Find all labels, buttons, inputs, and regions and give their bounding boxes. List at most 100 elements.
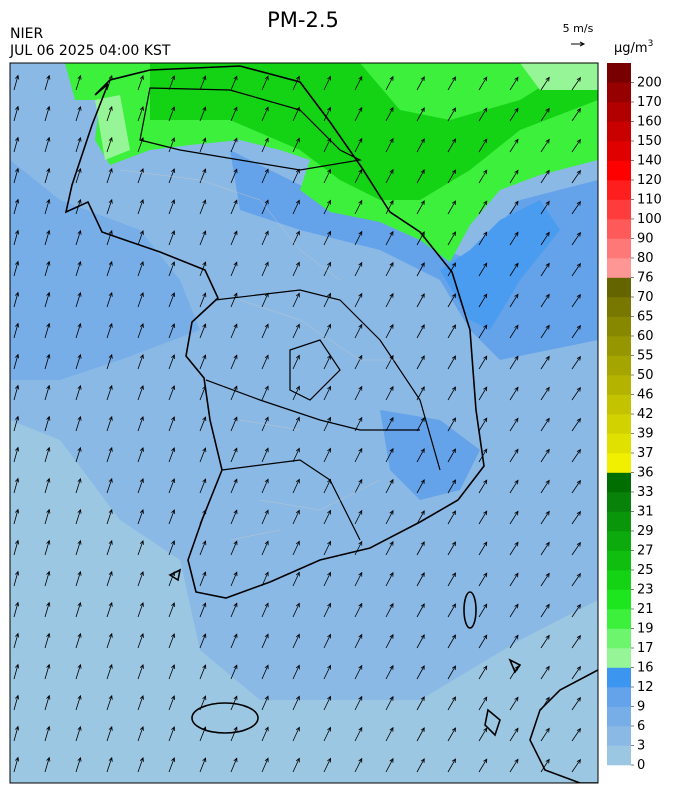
wind-arrow [106,508,113,525]
wind-arrow [385,726,394,742]
wind-arrow [571,386,581,401]
wind-arrow [323,509,331,525]
wind-arrow [571,448,581,463]
wind-arrow [13,601,20,618]
wind-arrow [13,632,20,649]
wind-arrow [199,633,207,649]
wind-arrow [168,323,176,339]
wind-arrow [385,478,394,494]
wind-arrow [447,665,456,680]
wind-arrow [75,756,82,773]
wind-arrow [230,261,238,277]
colorbar-label: 12 [637,680,654,695]
colorbar-segment [607,160,631,181]
wind-arrow [168,168,176,184]
wind-arrow [13,167,20,184]
wind-arrow [447,76,456,91]
wind-arrow [137,757,144,773]
wind-arrow [137,385,144,401]
wind-arrow [540,324,550,339]
wind-arrow [509,634,519,649]
wind-arrow [106,632,113,649]
wind-arrow [540,231,550,246]
wind-arrow [478,634,488,649]
wind-arrow [323,664,331,680]
wind-arrow [385,230,394,246]
wind-arrow [261,323,269,339]
wind-arrow [478,417,488,432]
wind-arrow [571,107,581,122]
wind-arrow [137,106,144,122]
wind-arrow [571,758,581,773]
colorbar-segment [607,394,631,415]
wind-arrow [137,168,144,184]
wind-arrow [385,633,394,649]
wind-arrow [199,447,207,463]
wind-arrow [416,634,425,649]
wind-arrow [323,323,331,339]
wind-arrow [261,695,269,711]
wind-arrow [540,107,550,122]
colorbar-segment [607,180,631,200]
wind-arrow [292,199,300,215]
colorbar-label: 9 [637,700,645,715]
wind-arrow [571,479,581,494]
wind-arrow [199,137,207,153]
colorbar-segment [607,336,631,356]
wind-arrow [478,200,488,215]
wind-arrow [168,664,176,680]
colorbar-segment [607,297,631,317]
wind-arrow [323,75,331,91]
colorbar-label: 80 [637,251,654,266]
wind-arrow [509,293,519,308]
wind-arrow [44,477,51,494]
colorbar-label: 140 [637,154,662,169]
wind-arrow [540,386,550,401]
wind-arrow [354,292,363,308]
wind-arrow [13,291,20,308]
wind-arrow [478,107,488,122]
wind-arrow [447,448,456,463]
wind-arrow [106,725,113,742]
wind-arrow [416,293,425,308]
wind-arrow [75,446,82,463]
wind-arrow [292,292,300,308]
wind-arrow [75,694,82,711]
light-green-area [95,95,130,160]
wind-arrow [137,509,144,525]
wind-arrow [137,726,144,742]
wind-arrow [354,602,363,618]
wind-arrow [75,229,82,246]
wind-arrow [199,199,207,215]
colorbar-label: 21 [637,602,654,617]
wind-arrow [571,324,581,339]
wind-arrow [292,478,300,494]
wind-arrow [571,200,581,215]
wind-arrow [13,570,20,587]
wind-arrow [292,664,300,680]
colorbar-segment [607,648,631,668]
wind-arrow [230,416,238,432]
wind-arrow [447,293,456,308]
wind-arrow [230,664,238,680]
wind-arrow [106,601,113,618]
wind-arrow [323,695,331,711]
wind-arrow [75,663,82,680]
wind-arrow [199,602,207,618]
wind-arrow [75,105,82,122]
wind-arrow [447,510,456,525]
map [10,63,598,783]
wind-arrow [509,510,519,525]
colorbar-label: 27 [637,544,654,559]
wind-arrow [385,385,394,401]
unit-label: μg/m3 [614,39,653,56]
wind-arrow [509,231,519,246]
wind-arrow [354,230,363,246]
wind-arrow [75,353,82,370]
wind-arrow [230,199,238,215]
wind-arrow [199,106,207,122]
coastline [64,65,598,783]
colorbar-segment [607,316,631,337]
map-frame [9,62,599,784]
